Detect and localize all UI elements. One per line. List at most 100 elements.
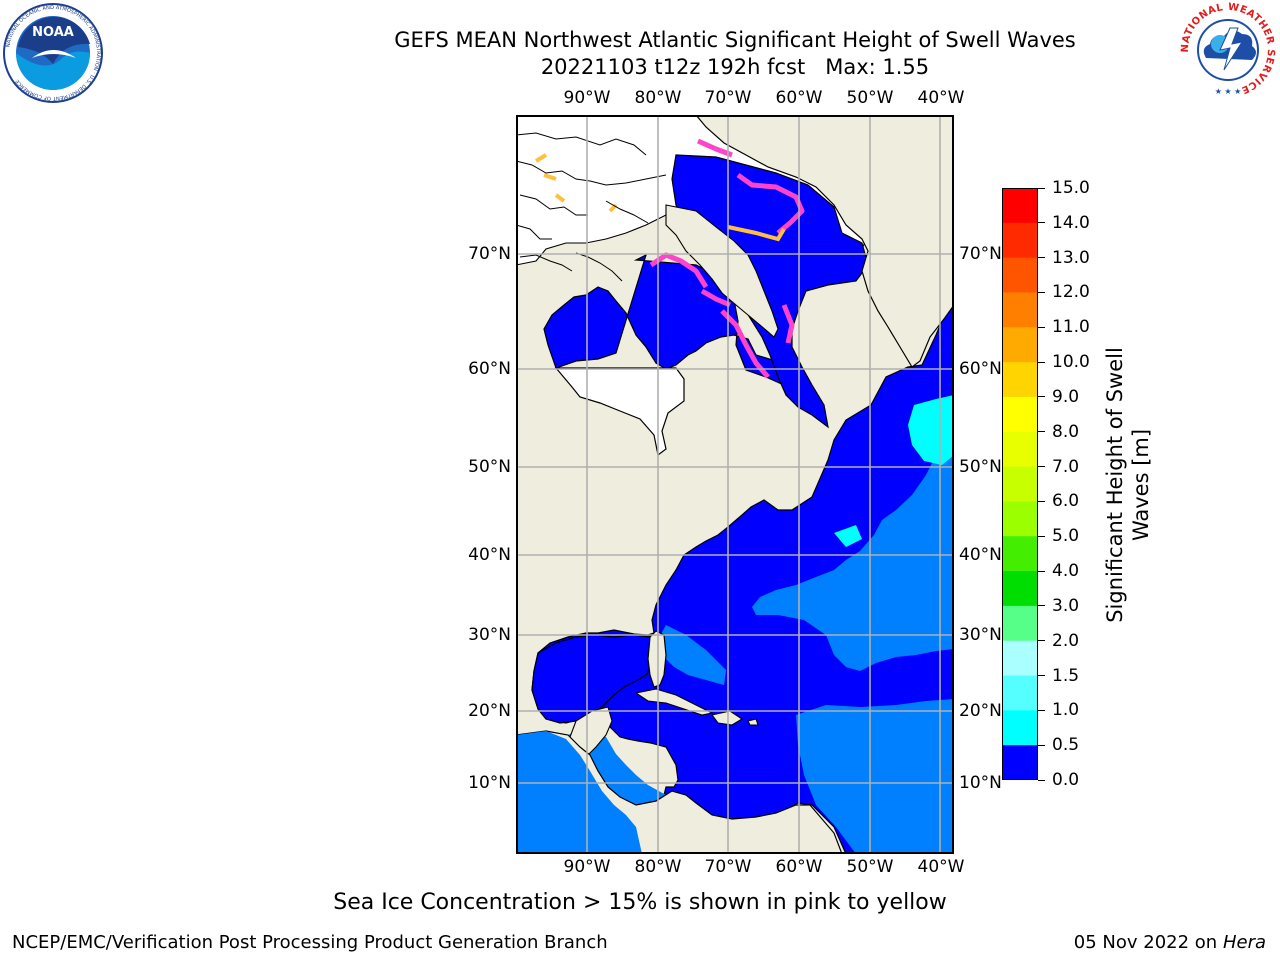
chart-title: GEFS MEAN Northwest Atlantic Significant… xyxy=(394,28,1076,52)
colorbar-segment xyxy=(1002,710,1038,746)
colorbar-tick-label: 4.0 xyxy=(1052,561,1080,582)
nws-logo: NATIONAL WEATHER SERVICE ★ ★ ★ xyxy=(1176,0,1280,100)
colorbar-segment xyxy=(1002,501,1038,537)
colorbar-tick-mark xyxy=(1038,500,1045,502)
colorbar-tick-label: 0.0 xyxy=(1052,770,1080,790)
lon-label-bottom: 50°W xyxy=(846,857,894,877)
colorbar-tick-label: 7.0 xyxy=(1052,456,1080,477)
colorbar-tick-mark xyxy=(1038,779,1045,781)
lon-label-bottom: 60°W xyxy=(775,857,823,877)
colorbar-tick-label: 0.5 xyxy=(1052,735,1080,756)
colorbar xyxy=(1002,188,1038,781)
cyan-patch-north xyxy=(908,395,954,465)
colorbar-label-line1: Significant Height of Swell xyxy=(1103,347,1127,623)
greenland xyxy=(695,115,954,368)
colorbar-tick-mark xyxy=(1038,361,1045,363)
colorbar-tick-mark xyxy=(1038,466,1045,468)
colorbar-segment xyxy=(1002,466,1038,502)
colorbar-tick-mark xyxy=(1038,396,1045,398)
lat-label-left: 40°N xyxy=(468,545,511,565)
lon-label-top: 80°W xyxy=(634,88,682,108)
colorbar-tick-label: 5.0 xyxy=(1052,526,1080,547)
footer-organization: NCEP/EMC/Verification Post Processing Pr… xyxy=(12,932,608,953)
colorbar-tick-label: 6.0 xyxy=(1052,491,1080,512)
lat-label-left: 20°N xyxy=(468,701,511,721)
lat-label-right: 20°N xyxy=(959,701,1002,721)
lon-label-top: 50°W xyxy=(846,88,894,108)
swell-band-se xyxy=(796,699,954,854)
colorbar-segment xyxy=(1002,640,1038,677)
footer-date: 05 Nov 2022 on Hera xyxy=(1074,932,1266,953)
colorbar-tick-label: 15.0 xyxy=(1052,178,1090,198)
pacific-ocean xyxy=(516,731,642,854)
gulf-of-mexico xyxy=(531,634,657,724)
colorbar-tick-label: 11.0 xyxy=(1052,317,1090,338)
colorbar-tick-mark xyxy=(1038,675,1045,677)
footer-date-text: 05 Nov 2022 on xyxy=(1073,932,1218,953)
colorbar-segment xyxy=(1002,292,1038,328)
colorbar-label: Significant Height of Swell Waves [m] xyxy=(1102,347,1154,623)
lon-label-top: 90°W xyxy=(563,88,611,108)
lat-label-right: 30°N xyxy=(959,625,1002,645)
swell-band-mid xyxy=(656,625,726,685)
lon-label-bottom: 90°W xyxy=(563,857,611,877)
lon-label-bottom: 70°W xyxy=(704,857,752,877)
lon-label-bottom: 80°W xyxy=(634,857,682,877)
colorbar-tick-mark xyxy=(1038,570,1045,572)
lat-label-left: 70°N xyxy=(468,244,511,264)
colorbar-tick-label: 9.0 xyxy=(1052,386,1080,407)
sea-ice-caption: Sea Ice Concentration > 15% is shown in … xyxy=(333,890,947,915)
colorbar-segment xyxy=(1002,675,1038,711)
colorbar-tick-label: 8.0 xyxy=(1052,421,1080,442)
colorbar-tick-label: 14.0 xyxy=(1052,212,1090,233)
graticule xyxy=(516,115,954,854)
lat-label-left: 50°N xyxy=(468,457,511,477)
lon-label-top: 60°W xyxy=(775,88,823,108)
colorbar-segment xyxy=(1002,431,1038,468)
map-panel xyxy=(516,115,954,854)
colorbar-tick-mark xyxy=(1038,640,1045,642)
cuba xyxy=(634,688,714,716)
svg-text:★ ★ ★: ★ ★ ★ xyxy=(1215,87,1242,96)
lon-label-top: 70°W xyxy=(704,88,752,108)
cyan-patch-mid xyxy=(834,525,862,547)
colorbar-frame xyxy=(1002,188,1038,780)
colorbar-tick-mark xyxy=(1038,257,1045,259)
colorbar-tick-mark xyxy=(1038,187,1045,189)
colorbar-tick-mark xyxy=(1038,431,1045,433)
colorbar-segment xyxy=(1002,605,1038,642)
colorbar-segment xyxy=(1002,362,1038,398)
colorbar-segment xyxy=(1002,188,1038,224)
lat-label-right: 40°N xyxy=(959,545,1002,565)
colorbar-tick-label: 13.0 xyxy=(1052,247,1090,268)
sea-ice-edge xyxy=(649,138,805,379)
colorbar-tick-label: 2.0 xyxy=(1052,630,1080,651)
colorbar-segment xyxy=(1002,222,1038,259)
lat-label-right: 70°N xyxy=(959,244,1002,264)
lat-label-left: 10°N xyxy=(468,773,511,793)
colorbar-segment xyxy=(1002,571,1038,607)
chart-subtitle: 20221103 t12z 192h fcst Max: 1.55 xyxy=(540,55,930,79)
colorbar-segment xyxy=(1002,745,1038,781)
florida xyxy=(647,630,667,688)
lon-label-top: 40°W xyxy=(917,88,965,108)
colorbar-svg xyxy=(1002,188,1038,781)
colorbar-label-line2: Waves [m] xyxy=(1129,428,1153,542)
lon-label-bottom: 40°W xyxy=(917,857,965,877)
colorbar-segment xyxy=(1002,396,1038,433)
colorbar-segment xyxy=(1002,257,1038,293)
map-svg xyxy=(516,115,954,854)
colorbar-tick-mark xyxy=(1038,605,1045,607)
sea-ice-yellow xyxy=(534,153,786,242)
lat-label-right: 50°N xyxy=(959,457,1002,477)
lat-label-left: 30°N xyxy=(468,625,511,645)
colorbar-tick-label: 1.5 xyxy=(1052,665,1080,686)
colorbar-tick-label: 3.0 xyxy=(1052,595,1080,616)
arctic-islands xyxy=(516,132,667,282)
colorbar-segment xyxy=(1002,536,1038,572)
swell-band-east xyxy=(752,415,954,671)
colorbar-tick-mark xyxy=(1038,535,1045,537)
colorbar-tick-mark xyxy=(1038,709,1045,711)
map-frame xyxy=(516,115,954,854)
colorbar-tick-label: 12.0 xyxy=(1052,282,1090,303)
